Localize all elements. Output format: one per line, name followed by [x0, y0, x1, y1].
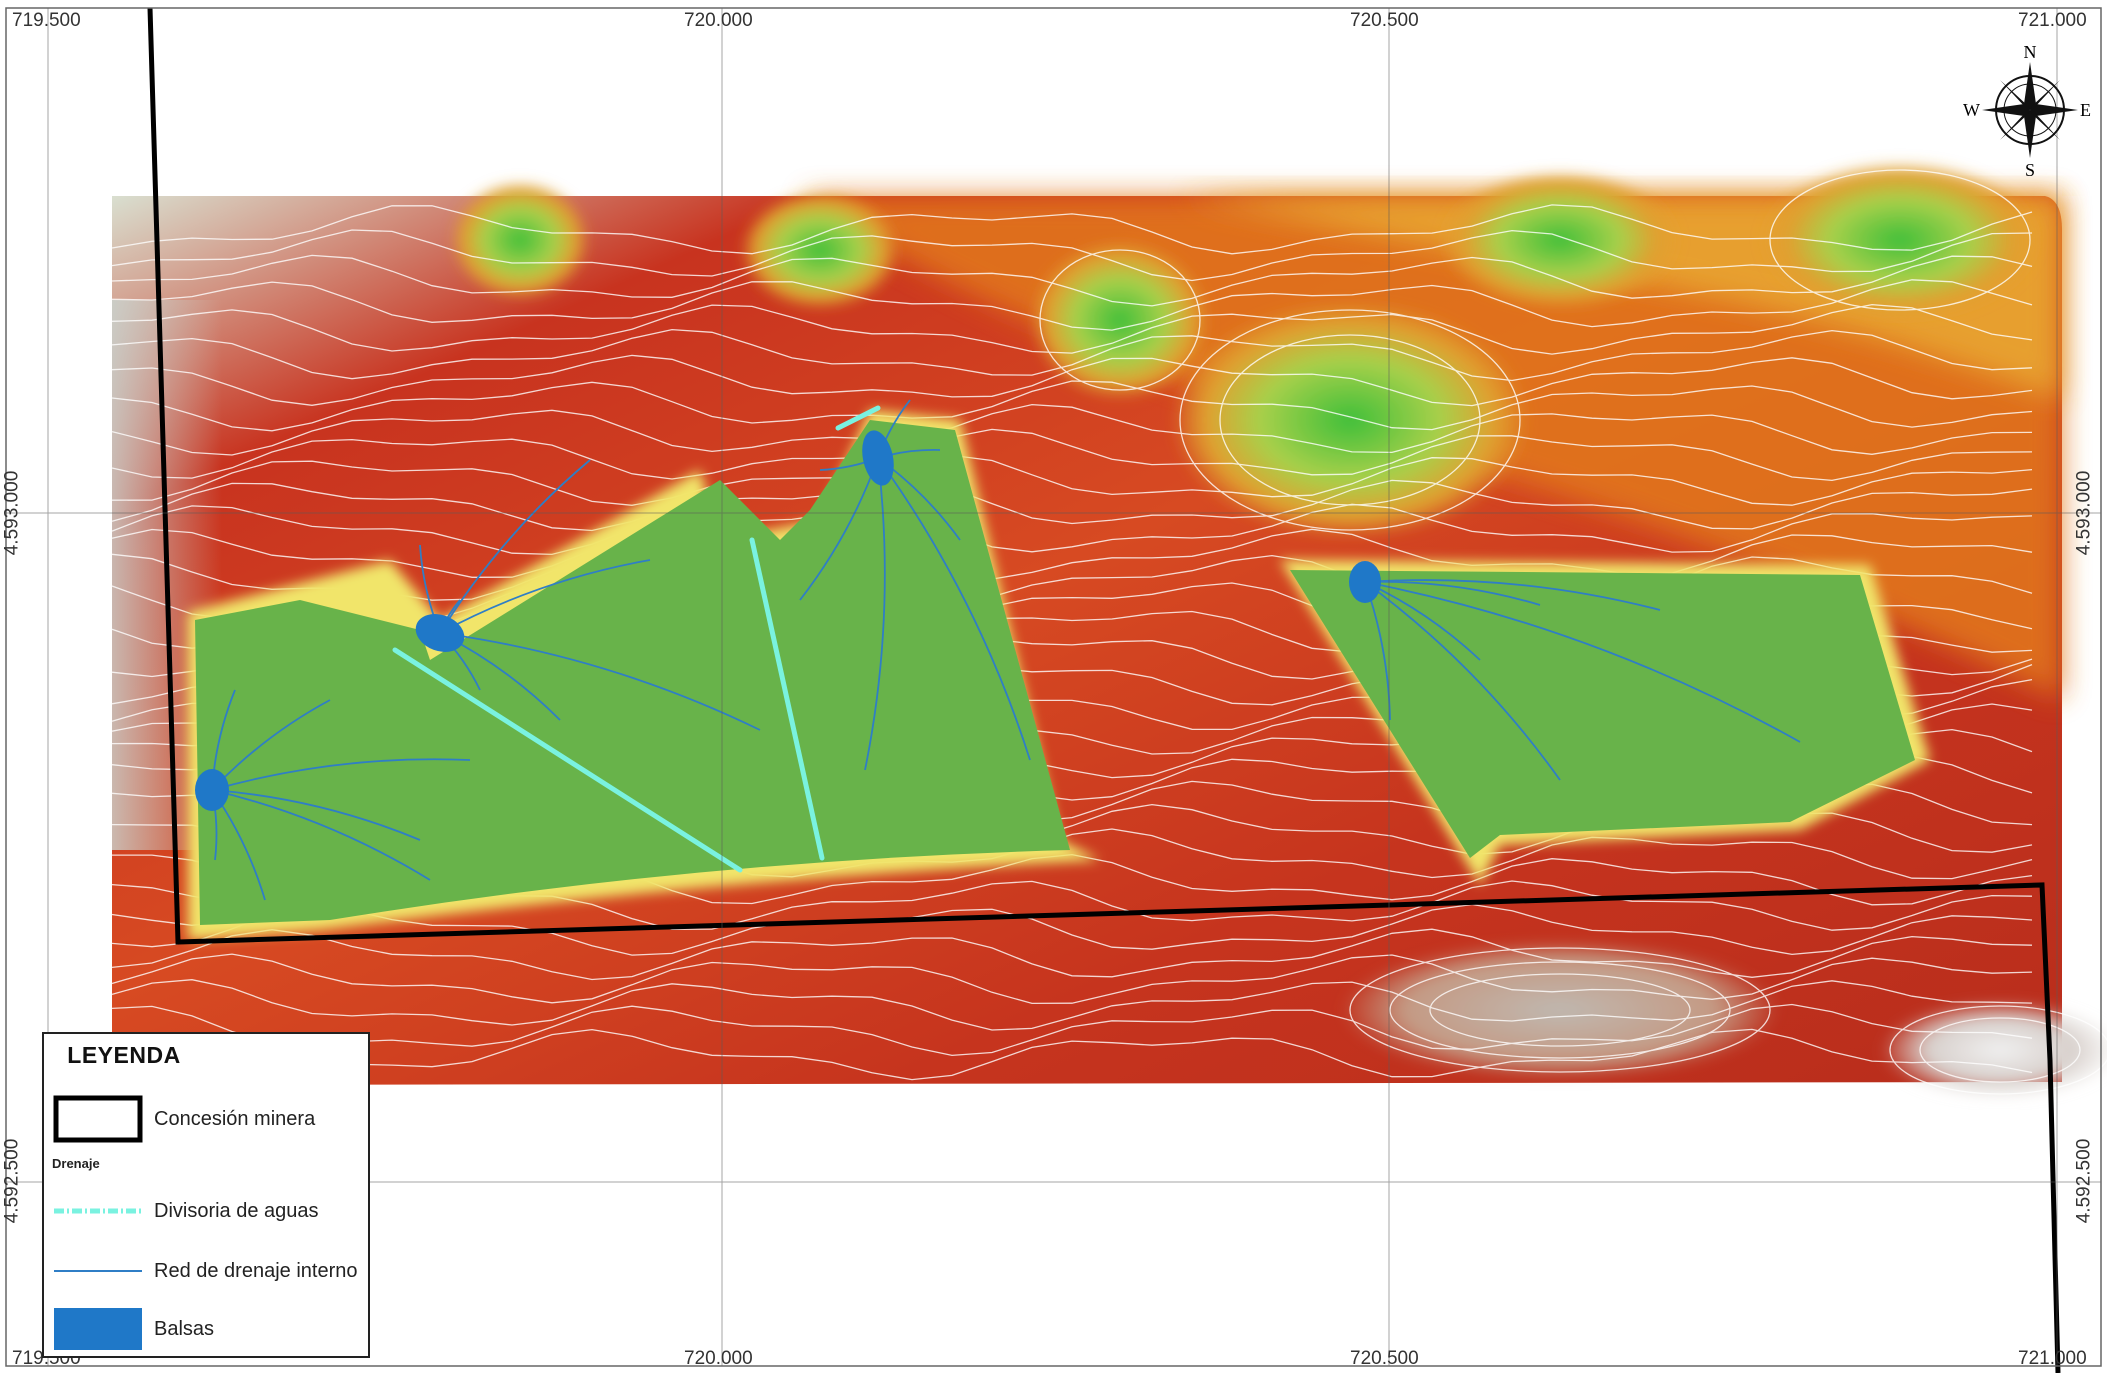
x-label-top-3: 721.000 — [2018, 10, 2087, 31]
legend-item-divisoria: Divisoria de aguas — [52, 1186, 364, 1236]
x-label-top-1: 720.000 — [684, 10, 753, 31]
south-label: S — [2025, 160, 2035, 180]
drainage-network — [211, 399, 1801, 901]
water-divide-line-icon — [54, 1208, 142, 1214]
water-divides — [392, 405, 881, 873]
balsa-fill-icon — [54, 1308, 142, 1350]
contour-lines — [111, 169, 2107, 1095]
platforms — [188, 410, 1930, 940]
legend-label-drenaje: Red de drenaje interno — [154, 1260, 358, 1282]
drainage-line-icon — [54, 1270, 142, 1272]
legend-item-drenaje: Red de drenaje interno — [52, 1246, 364, 1296]
map-border — [5, 7, 2102, 1367]
legend-subheading-drenaje: Drenaje — [52, 1156, 100, 1171]
y-label-right-1: 4.592.500 — [2073, 1138, 2095, 1224]
y-label-left-0: 4.593.000 — [1, 470, 23, 556]
east-label: E — [2080, 100, 2091, 120]
concession-boundary — [147, 7, 2061, 1374]
balsas — [195, 430, 1381, 811]
x-label-top-0: 719.500 — [12, 10, 81, 31]
x-label-bottom-1: 720.000 — [684, 1348, 753, 1369]
concession-box-icon — [53, 1095, 143, 1143]
legend-label-balsas: Balsas — [154, 1318, 215, 1340]
west-label: W — [1963, 100, 1980, 120]
y-label-left-1: 4.592.500 — [1, 1138, 23, 1224]
legend-panel: LEYENDA Concesión minera Drenaje Divisor… — [42, 1032, 370, 1358]
legend-label-concesion: Concesión minera — [154, 1108, 316, 1130]
legend-item-balsas: Balsas — [52, 1304, 364, 1354]
legend-item-concesion: Concesión minera — [52, 1094, 364, 1144]
north-label: N — [2024, 42, 2037, 62]
x-label-top-2: 720.500 — [1350, 10, 1419, 31]
legend-label-divisoria: Divisoria de aguas — [154, 1200, 319, 1222]
north-arrow-icon: N S E W — [1963, 42, 2091, 180]
y-label-right-0: 4.593.000 — [2073, 470, 2095, 556]
legend-title: LEYENDA — [67, 1042, 181, 1068]
x-label-bottom-2: 720.500 — [1350, 1348, 1419, 1369]
x-label-bottom-3: 721.000 — [2018, 1348, 2087, 1369]
